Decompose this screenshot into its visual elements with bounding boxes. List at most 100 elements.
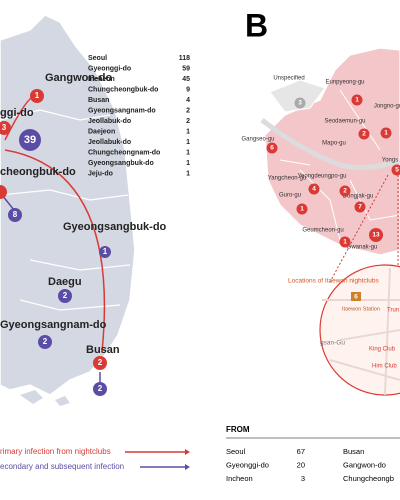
club-label: Him Club [372,364,397,370]
marker [0,185,7,199]
district-marker [308,183,320,195]
marker [58,289,72,303]
from-count: 3 [301,474,305,483]
district-count: 1 [343,239,347,246]
marker-value: 2 [43,337,48,346]
island [20,390,70,406]
from-region: Busan [343,447,364,456]
district-count: 1 [300,206,304,213]
case-table: Seoul 118 Gyeonggi-do 59 Incheon 45 Chungcheon… [88,55,190,178]
district-count: 6 [270,145,274,152]
district-label: Unspecified [273,76,304,82]
district-label: Jongno-gu [374,104,400,110]
river [260,118,400,171]
table-count: 1 [186,170,190,177]
from-count: 67 [297,447,305,456]
from-count: 20 [297,460,305,469]
marker-value: 2 [98,384,103,393]
from-table: Seoul 67 Busan Gyeonggi-do 20 Gangwon-do Inche… [226,447,394,483]
station-number: 6 [354,294,358,301]
district-label: Yongs [382,158,398,164]
table-count: 4 [186,97,190,104]
table-region: Jeollabuk-do [88,139,131,146]
district-marker [354,201,366,213]
district-count: 5 [395,167,399,174]
marker [19,129,41,151]
station-badge [351,292,361,301]
table-region: Chungcheongnam-do [88,149,160,156]
marker-value: 39 [24,134,36,146]
from-region: Incheon [226,474,253,483]
district-marker [266,142,278,154]
marker [93,382,107,396]
marker-value: 1 [35,91,40,100]
table-count: 1 [186,149,190,156]
region-label: Gyeongsangnam-do [0,319,107,331]
table-header: FROM [226,425,250,434]
district-marker [339,185,351,197]
province-borders [0,109,131,311]
district-label: Eunpyeong-gu [325,80,364,86]
district-count: 4 [312,186,316,193]
club-label: Trun [387,308,399,314]
panel-label: B [245,7,268,43]
table-count: 2 [186,118,190,125]
marker-value: 2 [63,291,68,300]
legend-arrow-head [185,464,190,470]
region-label: Gangwon-do [45,72,112,84]
marker [93,356,107,370]
district-marker [351,94,363,106]
district-label: Yeongdeungpo-gu [298,174,347,180]
table-region: Seoul [88,55,107,62]
inset-district: gsan-Gu [320,340,345,347]
table-count: 1 [186,160,190,167]
district-marker [296,203,308,215]
legend: rimary infection from nightclubs econdar… [0,447,190,471]
table-region: Chungcheongbuk-do [88,86,158,93]
district-marker [380,127,392,139]
table-region: Incheon [88,76,115,83]
from-region: Seoul [226,447,246,456]
inset-title: Locations of Itaewon nightclubs [288,278,379,285]
district-count: 2 [362,131,366,138]
table-region: Jeju-do [88,170,113,177]
district-label: Geumcheon-gu [302,228,343,234]
from-region: Chungcheongb [343,474,394,483]
marker [0,121,11,135]
marker-value: 3 [2,123,7,132]
legend-label: econdary and subsequent infection [0,462,124,471]
from-region: Gangwon-do [343,460,386,469]
station-name: Itaewon Station [342,306,380,312]
district-count: 1 [355,97,359,104]
region-label: Daegu [48,276,82,288]
district-labels: Unspecified Eunpyeong-gu Jongno-gu Seodaemu… [241,76,400,251]
korea-map [0,14,136,396]
marker-value: 1 [103,247,108,256]
seoul-map [264,47,400,256]
district-label: Gwanak-gu [347,245,378,251]
legend-label: rimary infection from nightclubs [0,447,111,456]
district-marker [294,97,306,109]
marker-value: 8 [13,210,18,219]
table-count: 2 [186,107,190,114]
legend-arrow-head [185,449,190,455]
table-count: 1 [186,128,190,135]
from-region: Gyeonggi-do [226,460,269,469]
table-count: 118 [179,55,190,62]
district-label: Yangcheon-gu [268,176,307,182]
table-region: Gyeongsangnam-do [88,107,156,114]
table-count: 1 [186,139,190,146]
district-marker [358,128,370,140]
inset-pointer [329,174,389,283]
table-region: Gyeonggi-do [88,65,131,72]
district-marker [369,228,383,242]
district-marker [339,236,351,248]
marker [30,89,44,103]
region-label: ggi-do [0,107,34,119]
district-count: 2 [343,188,347,195]
table-region: Jeollabuk-do [88,118,131,125]
marker [38,335,52,349]
region-label: cheongbuk-do [0,166,76,178]
table-count: 59 [182,65,190,72]
